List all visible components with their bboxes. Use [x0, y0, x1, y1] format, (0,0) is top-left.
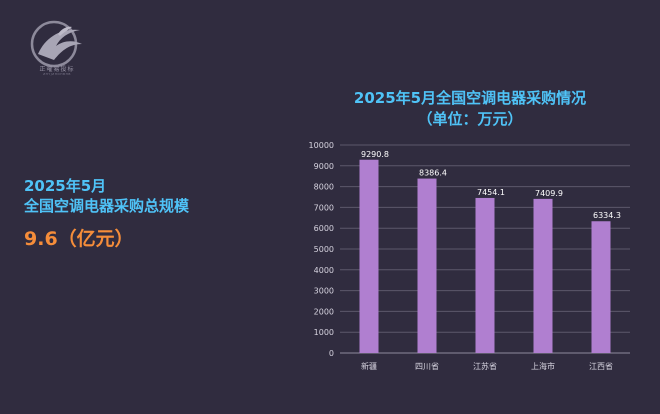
- y-tick-label: 1000: [314, 328, 334, 337]
- y-tick-label: 8000: [314, 183, 334, 192]
- x-tick-label: 新疆: [361, 361, 377, 371]
- phoenix-logo-icon: [30, 20, 82, 68]
- logo-text: 正曜易投标: [39, 66, 75, 73]
- y-tick-label: 7000: [314, 203, 334, 212]
- y-tick-label: 2000: [314, 307, 334, 316]
- logo-subtext: ZHYJZHDHBHB: [43, 72, 71, 76]
- summary-value: 9.6（亿元）: [24, 228, 134, 250]
- bar: [359, 159, 379, 353]
- bar-value-label: 7454.1: [477, 188, 505, 197]
- x-tick-label: 江苏省: [473, 361, 497, 371]
- y-tick-label: 5000: [314, 245, 334, 254]
- y-tick-label: 9000: [314, 162, 334, 171]
- bar-value-label: 7409.9: [535, 189, 563, 198]
- bar-value-label: 6334.3: [593, 211, 621, 220]
- summary-label: 全国空调电器采购总规模: [24, 197, 190, 215]
- y-tick-label: 3000: [314, 287, 334, 296]
- bar-value-label: 9290.8: [361, 150, 389, 159]
- bar: [591, 221, 611, 353]
- bar: [417, 178, 437, 353]
- y-tick-label: 4000: [314, 266, 334, 275]
- y-tick-label: 10000: [309, 141, 334, 150]
- x-tick-label: 四川省: [415, 361, 439, 371]
- bar: [533, 198, 553, 353]
- chart-title: 2025年5月全国空调电器采购情况: [353, 89, 587, 107]
- summary-date: 2025年5月: [24, 177, 107, 195]
- y-tick-label: 6000: [314, 224, 334, 233]
- x-tick-label: 江西省: [589, 361, 613, 371]
- y-tick-label: 0: [329, 349, 334, 358]
- bar-value-label: 8386.4: [419, 169, 447, 178]
- summary-panel: 2025年5月 全国空调电器采购总规模 9.6（亿元）: [24, 176, 274, 252]
- chart-subtitle: （单位：万元）: [417, 110, 523, 128]
- bar: [475, 197, 495, 353]
- x-tick-label: 上海市: [531, 361, 555, 371]
- chart-title-block: 2025年5月全国空调电器采购情况 （单位：万元）: [300, 88, 640, 130]
